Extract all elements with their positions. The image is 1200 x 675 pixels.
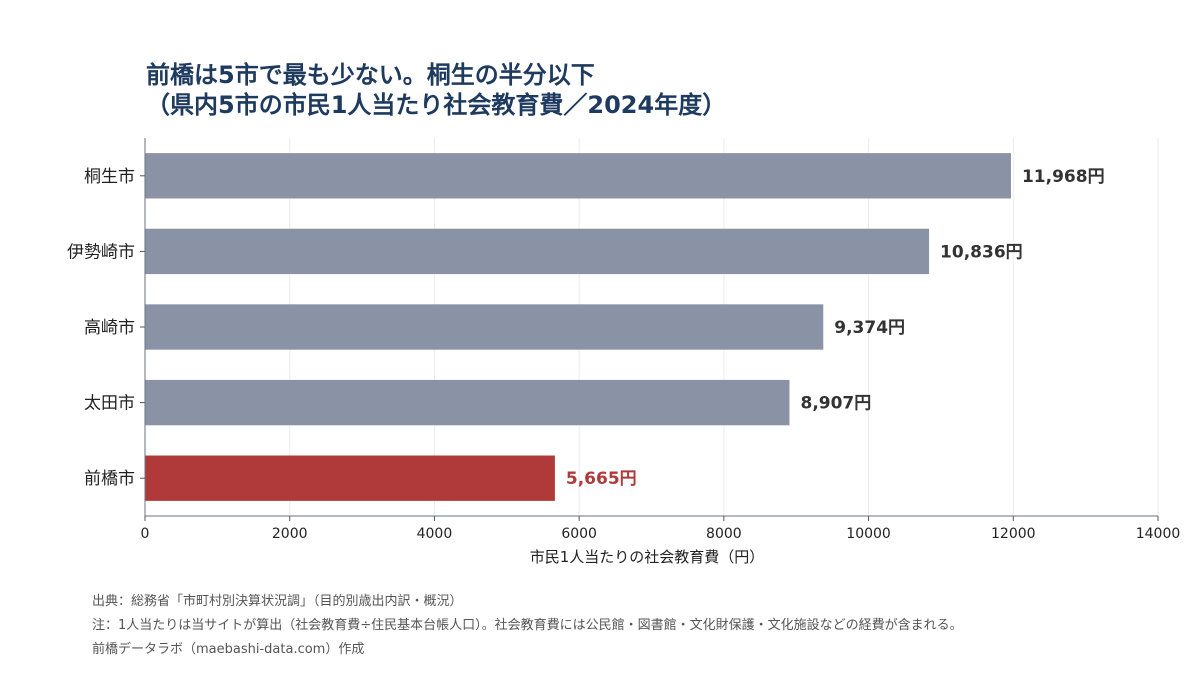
bar	[145, 455, 555, 501]
x-axis-label: 市民1人当たりの社会教育費（円）	[530, 548, 765, 566]
x-tick-label: 8000	[706, 526, 742, 542]
x-tick-label: 6000	[561, 526, 597, 542]
data-label: 5,665円	[566, 469, 637, 489]
method-note: 注：1人当たりは当サイトが算出（社会教育費÷住民基本台帳人口）。社会教育費には公…	[92, 618, 963, 633]
x-tick-label: 10000	[846, 526, 891, 542]
title-line-2: （県内5市の市民1人当たり社会教育費／2024年度）	[146, 91, 727, 119]
data-label: 11,968円	[1022, 167, 1105, 187]
x-tick-label: 12000	[991, 526, 1036, 542]
x-tick-label: 4000	[417, 526, 453, 542]
y-tick-label: 伊勢崎市	[67, 242, 135, 262]
bar-chart: 11,968円 10,836円 9,374円 8,907円 5,665円 桐生市伊勢崎市…	[67, 138, 1180, 566]
bar	[145, 304, 824, 350]
y-tick-label: 高崎市	[84, 318, 135, 338]
data-label: 9,374円	[834, 318, 905, 338]
bar	[145, 228, 930, 275]
y-tick-label: 桐生市	[84, 167, 135, 187]
title-line-1: 前橋は5市で最も少ない。桐生の半分以下	[146, 61, 595, 89]
x-tick-label: 0	[141, 526, 150, 542]
y-tick-label: 前橋市	[84, 469, 135, 489]
source-note: 出典：総務省「市町村別決算状況調」（目的別歳出内訳・概況）	[92, 594, 463, 609]
footer: 出典：総務省「市町村別決算状況調」（目的別歳出内訳・概況） 注：1人当たりは当サ…	[92, 590, 963, 662]
bar	[145, 379, 790, 426]
data-label: 8,907円	[800, 394, 871, 414]
y-tick-label: 太田市	[84, 394, 135, 414]
credit-note: 前橋データラボ（maebashi-data.com）作成	[92, 642, 365, 657]
x-tick-label: 2000	[272, 526, 308, 542]
bars: 11,968円 10,836円 9,374円 8,907円 5,665円	[145, 153, 1105, 501]
data-label: 10,836円	[940, 242, 1023, 262]
chart-title: 前橋は5市で最も少ない。桐生の半分以下 （県内5市の市民1人当たり社会教育費／2…	[146, 60, 726, 120]
x-tick-label: 14000	[1136, 526, 1181, 542]
bar	[145, 153, 1011, 199]
